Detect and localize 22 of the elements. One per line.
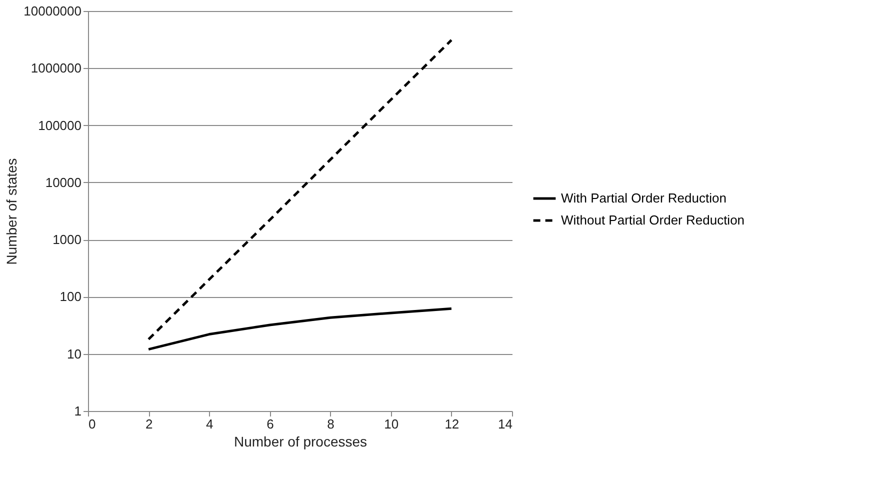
x-tick-label: 12 [444,416,460,432]
y-tick-label: 1000000 [30,60,82,76]
x-tick-label: 14 [498,416,512,432]
y-tick-label: 1000 [52,232,82,248]
line-series [147,307,453,351]
y-axis-title: Number of states [4,158,20,265]
y-tick-label: 100000 [38,118,82,133]
x-tick-label: 6 [266,416,274,432]
y-tick-label: 10000 [45,174,82,190]
line-series [147,38,453,341]
x-tick-label: 10 [384,416,399,432]
y-tick-label: 10000000 [24,4,82,18]
y-tick-label: 10 [67,346,82,362]
y-tick-label: 100 [60,289,82,304]
legend-label: Without Partial Order Reduction [561,212,745,228]
x-tick-label: 8 [327,416,334,432]
x-tick-label: 2 [145,416,153,432]
x-axis-title: Number of processes [234,434,368,450]
legend-label: With Partial Order Reduction [561,190,726,206]
x-tick-label: 4 [206,416,214,432]
x-tick-label: 0 [88,416,96,432]
y-tick-label: 1 [74,404,82,418]
